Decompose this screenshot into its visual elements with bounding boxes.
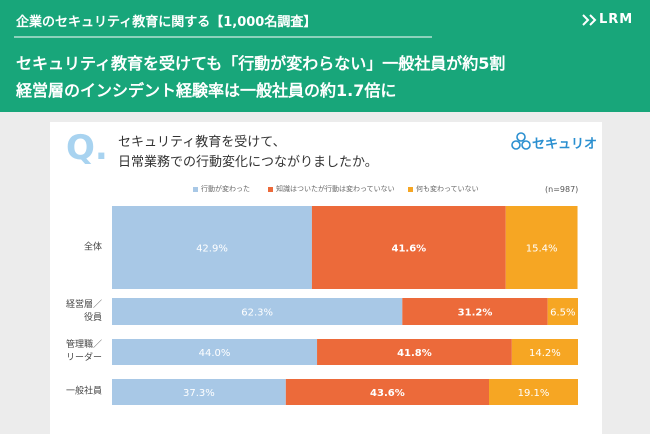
bar-segment xyxy=(112,298,403,325)
headline: セキュリティ教育を受けても「行動が変わらない」一般社員が約5割 xyxy=(16,54,506,73)
brand-icon xyxy=(511,132,531,150)
value-label: 15.4% xyxy=(526,244,558,255)
bar-segment xyxy=(511,339,578,365)
bar-segment xyxy=(112,206,312,289)
bar-segment xyxy=(402,298,548,325)
bar-segment xyxy=(505,206,578,289)
value-label: 43.6% xyxy=(370,388,405,399)
value-label: 62.3% xyxy=(241,308,273,319)
bar-segment xyxy=(311,206,506,289)
value-label: 6.5% xyxy=(550,308,575,319)
logo-icon xyxy=(582,14,597,26)
question: セキュリティ教育を受けて、 日常業務での行動変化につながりましたか。 xyxy=(118,135,378,170)
logo: LRM xyxy=(599,12,634,27)
legend-swatch xyxy=(193,187,198,192)
sample-note: (n=987) xyxy=(545,185,579,194)
q-label: Q. xyxy=(66,128,108,168)
value-label: 44.0% xyxy=(199,348,231,359)
value-label: 31.2% xyxy=(458,308,493,319)
headline: 経営層のインシデント経験率は一般社員の約1.7倍に xyxy=(16,81,397,100)
value-label: 37.3% xyxy=(183,388,215,399)
category-label: 管理職／ リーダー xyxy=(65,340,102,363)
kicker: 企業のセキュリティ教育に関する【1,000名調査】 xyxy=(16,15,317,30)
legend-swatch xyxy=(268,187,273,192)
bar-segment xyxy=(547,298,578,325)
value-label: 14.2% xyxy=(529,348,561,359)
legend-label: 何も変わっていない xyxy=(416,185,479,193)
banner xyxy=(0,0,650,112)
bar-segment xyxy=(112,379,286,405)
brand: セキュリオ xyxy=(532,137,598,152)
bar-segment xyxy=(317,339,512,365)
category-label: 一般社員 xyxy=(65,386,102,397)
legend-label: 知識はついたが行動は変わっていない xyxy=(276,185,395,193)
value-label: 42.9% xyxy=(196,244,228,255)
value-label: 41.8% xyxy=(397,348,432,359)
category-label: 全体 xyxy=(83,242,102,252)
bar-segment xyxy=(285,379,489,405)
category-label: 経営層／ 役員 xyxy=(65,299,102,323)
value-label: 41.6% xyxy=(391,244,426,255)
legend-swatch xyxy=(408,187,413,192)
legend-label: 行動が変わった xyxy=(201,185,250,193)
bar-segment xyxy=(112,339,318,365)
value-label: 19.1% xyxy=(518,388,550,399)
bar-segment xyxy=(488,379,578,405)
